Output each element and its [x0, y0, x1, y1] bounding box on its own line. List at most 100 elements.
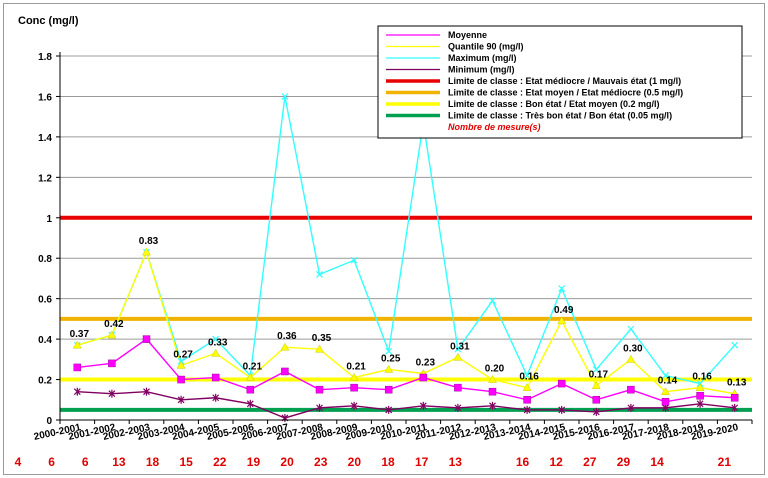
y-tick-label: 1 [46, 214, 52, 225]
quantile90-data-label: 0.37 [70, 329, 90, 340]
maximum-point-stroke [454, 345, 462, 353]
measure-count: 6 [48, 455, 55, 469]
quantile90-data-label: 0.42 [104, 319, 124, 330]
maximum-point-stroke [523, 372, 531, 379]
measure-count: 6 [82, 455, 89, 469]
quantile90-data-label: 0.20 [485, 364, 505, 375]
maximum-point [316, 270, 323, 278]
moyenne-point [315, 385, 324, 394]
axis-layer: 00.20.40.60.811.21.41.61.82000-20012001-… [15, 52, 753, 469]
measure-count: 18 [381, 455, 395, 469]
quantile90-data-label: 0.13 [727, 378, 747, 389]
quantile90-point [107, 330, 117, 339]
quantile90-point [488, 375, 497, 383]
minimum-point [419, 401, 427, 410]
measure-count: 17 [415, 455, 429, 469]
minimum-point [246, 399, 254, 408]
measure-count: 13 [112, 455, 126, 469]
quantile90-data-label: 0.49 [554, 305, 574, 316]
quantile90-data-label: 0.17 [589, 370, 609, 381]
maximum-point [627, 325, 635, 333]
legend-entry: Limite de classe : Etat moyen / Etat méd… [448, 88, 683, 98]
measure-count: 21 [718, 455, 732, 469]
measure-count: 23 [314, 455, 328, 469]
series-line-triangle [77, 250, 735, 395]
maximum-point [592, 366, 600, 373]
quantile90-point [315, 344, 324, 353]
legend-entry: Limite de classe : Bon état / Etat moyen… [448, 99, 660, 109]
maximum-point [558, 285, 566, 292]
y-tick-label: 0.8 [38, 254, 52, 265]
moyenne-point [350, 383, 358, 392]
measure-count: 12 [550, 455, 564, 469]
measure-count: 13 [449, 455, 463, 469]
quantile90-point [280, 342, 290, 351]
maximum-point-stroke [731, 341, 739, 349]
maximum-point [662, 372, 669, 379]
moyenne-point [177, 375, 185, 384]
quantile90-point [557, 316, 567, 325]
minimum-point [523, 405, 531, 414]
minimum-point [143, 387, 150, 396]
quantile90-data-label: 0.83 [139, 236, 159, 247]
maximum-point-stroke [212, 335, 220, 343]
measure-count: 15 [180, 455, 194, 469]
measure-count: 20 [348, 455, 362, 469]
quantile90-point [626, 354, 636, 363]
minimum-point [73, 387, 81, 396]
quantile90-point [211, 348, 221, 357]
maximum-point [523, 372, 531, 379]
minimum-point [558, 405, 566, 414]
minimum-point [350, 401, 358, 410]
moyenne-point [627, 385, 635, 394]
quantile90-data-label: 0.36 [277, 331, 297, 342]
moyenne-point [454, 383, 462, 392]
legend-entry: Limite de classe : Très bon état / Bon é… [448, 111, 672, 121]
moyenne-point [696, 391, 704, 400]
measure-count: 4 [15, 455, 22, 469]
moyenne-point [661, 398, 670, 406]
quantile90-point [695, 383, 705, 391]
minimum-point [696, 399, 704, 408]
chart-frame: Conc (mg/l) 0 0.2 0.4 0.6 0.8 1 1.2 1.4 1.6 1.8 20… [3, 3, 765, 475]
quantile90-data-label: 0.23 [416, 357, 436, 368]
maximum-point [489, 297, 496, 305]
minimum-point [316, 403, 323, 412]
legend-entry: Minimum (mg/l) [448, 65, 515, 75]
maximum-point [212, 335, 220, 343]
legend-entry: Moyenne [448, 30, 487, 40]
moyenne-point [557, 379, 566, 388]
legend-entry: Maximum (mg/l) [448, 53, 517, 63]
moyenne-point [211, 373, 220, 382]
quantile90-point [384, 364, 394, 373]
chart-svg: Conc (mg/l) 0 0.2 0.4 0.6 0.8 1 1.2 1.4 1.6 1.8 20… [15, 15, 753, 469]
series-line-star [77, 390, 735, 419]
minimum-point [212, 393, 220, 402]
quantile90-point [176, 360, 186, 369]
measure-count: 20 [280, 455, 294, 469]
measure-count: 14 [650, 455, 664, 469]
maximum-point-stroke [350, 256, 358, 264]
maximum-point-stroke [316, 270, 323, 278]
quantile90-data-label: 0.16 [519, 372, 539, 383]
data-label-layer: 0.37 0.42 0.83 0.27 0.33 0.21 0.36 0.35 0.21 0.25… [70, 236, 747, 389]
measure-count: 29 [617, 455, 631, 469]
moyenne-point [419, 373, 428, 382]
quantile90-data-label: 0.31 [450, 341, 470, 352]
maximum-point-stroke [558, 285, 566, 292]
y-tick-label: 0.6 [38, 295, 52, 306]
measure-count: 19 [247, 455, 261, 469]
y-tick-label: 0 [46, 416, 52, 427]
maximum-point [350, 256, 358, 264]
moyenne-point [142, 335, 151, 343]
measure-count: 22 [213, 455, 227, 469]
y-tick-label: 1.2 [38, 173, 52, 184]
y-tick-label: 1.8 [38, 52, 52, 63]
quantile90-data-label: 0.27 [173, 349, 193, 360]
quantile90-data-label: 0.21 [346, 362, 366, 373]
legend-note: Nombre de mesure(s) [448, 122, 541, 132]
quantile90-data-label: 0.16 [692, 372, 712, 383]
maximum-point [454, 345, 462, 353]
quantile90-data-label: 0.30 [623, 343, 643, 354]
y-tick-label: 0.4 [38, 335, 52, 346]
